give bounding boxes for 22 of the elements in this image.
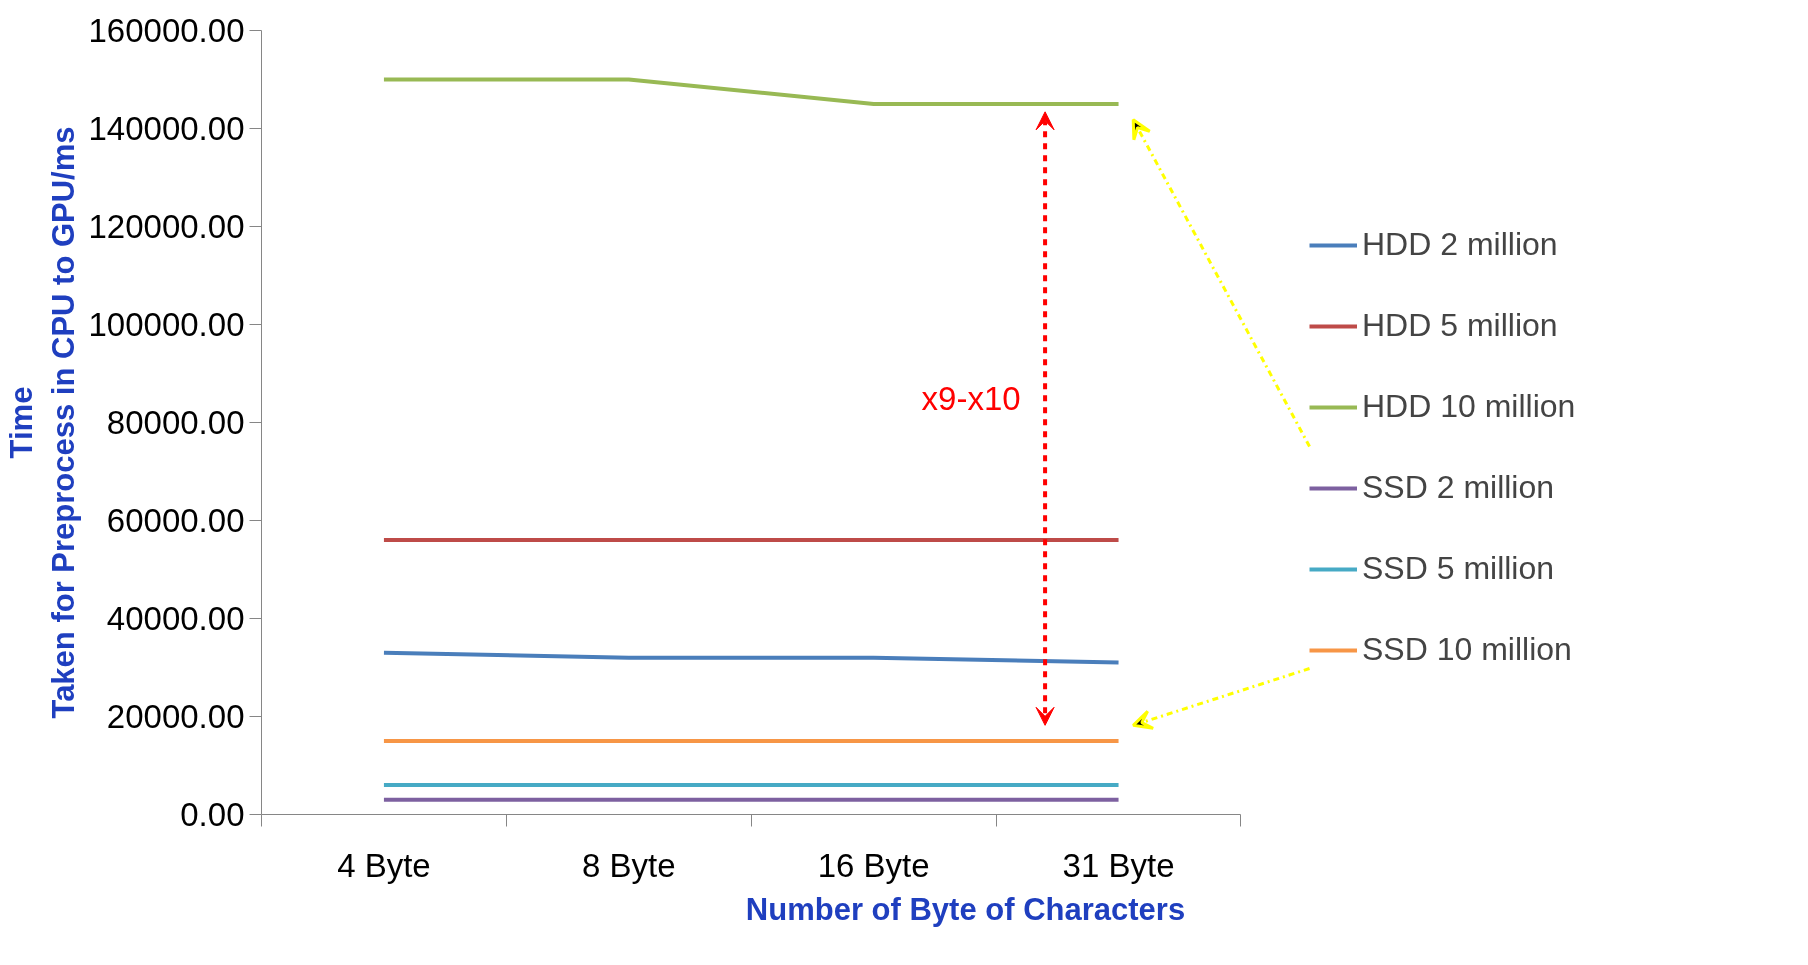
y-tick-label: 80000.00 bbox=[106, 404, 245, 441]
x-tick-label: 31 Byte bbox=[1062, 846, 1175, 884]
y-tick-label: 0.00 bbox=[180, 796, 245, 833]
y-tick-label: 20000.00 bbox=[106, 698, 245, 735]
x-axis-title: Number of Byte of Characters bbox=[745, 891, 1186, 927]
x-tick-label: 4 Byte bbox=[337, 846, 431, 884]
y-tick-label: 40000.00 bbox=[106, 600, 245, 637]
x-tick-label: 8 Byte bbox=[582, 846, 676, 884]
y-tick-label: 160000.00 bbox=[88, 12, 245, 49]
legend-label: HDD 10 million bbox=[1362, 388, 1576, 425]
legend-label: HDD 2 million bbox=[1362, 226, 1558, 263]
annotation: x9-x10 bbox=[921, 380, 1021, 418]
y-tick-label: 120000.00 bbox=[88, 208, 245, 245]
legend-label: SSD 5 million bbox=[1362, 550, 1555, 587]
y-tick-label: 100000.00 bbox=[88, 306, 245, 343]
legend-label: SSD 10 million bbox=[1362, 631, 1572, 668]
y-tick-label: 60000.00 bbox=[106, 502, 245, 539]
legend-label: SSD 2 million bbox=[1362, 469, 1555, 506]
y-tick-label: 140000.00 bbox=[88, 110, 245, 147]
x-tick-label: 16 Byte bbox=[817, 846, 930, 884]
y-axis-title: Time Taken for Preprocess in CPU to GPU/ms bbox=[3, 126, 81, 719]
legend-label: HDD 5 million bbox=[1362, 307, 1558, 344]
